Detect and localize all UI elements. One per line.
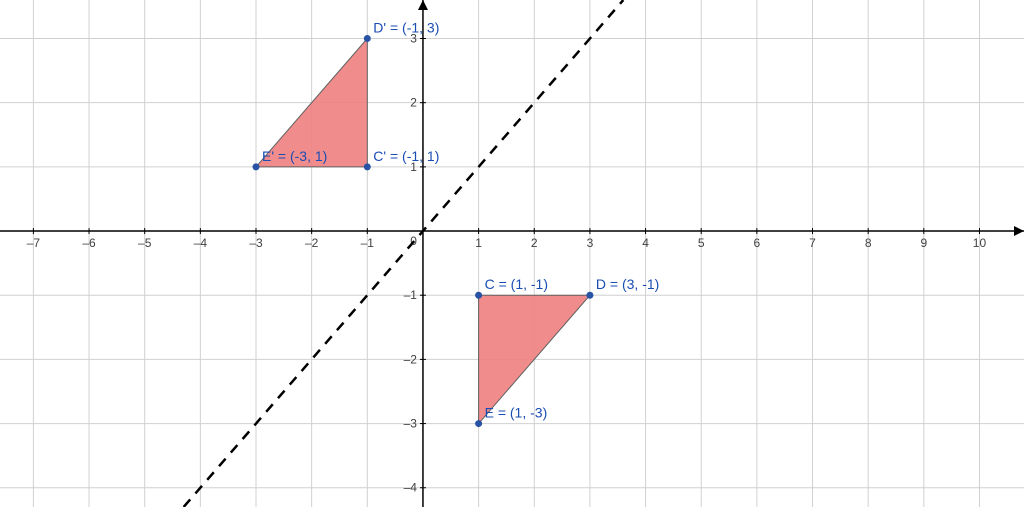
x-tick-label: –2	[305, 236, 319, 250]
x-tick-label: –7	[27, 236, 41, 250]
point-Cp[interactable]	[364, 163, 371, 170]
point-E[interactable]	[475, 420, 482, 427]
x-tick-label: 5	[698, 236, 705, 250]
y-tick-label: –1	[404, 288, 418, 302]
point-label-C: C = (1, -1)	[485, 276, 548, 292]
point-label-E: E = (1, -3)	[485, 405, 548, 421]
x-tick-label: –1	[361, 236, 375, 250]
x-tick-label: 3	[587, 236, 594, 250]
y-tick-label: 2	[410, 96, 417, 110]
x-tick-label: 4	[642, 236, 649, 250]
point-label-Dp: D' = (-1, 3)	[373, 20, 439, 36]
point-label-Ep: E' = (-3, 1)	[262, 148, 327, 164]
x-tick-label: 1	[475, 236, 482, 250]
x-tick-label: 7	[809, 236, 816, 250]
x-tick-label: 2	[531, 236, 538, 250]
x-tick-label: –6	[82, 236, 96, 250]
point-C[interactable]	[475, 292, 482, 299]
y-tick-label: –4	[404, 481, 418, 495]
point-Dp[interactable]	[364, 35, 371, 42]
x-tick-label: –5	[138, 236, 152, 250]
x-tick-label: –4	[194, 236, 208, 250]
point-label-Cp: C' = (-1, 1)	[373, 148, 439, 164]
y-tick-label: –2	[404, 352, 418, 366]
y-tick-label: –3	[404, 417, 418, 431]
plot-background	[0, 0, 1024, 507]
coordinate-plane[interactable]: –7–6–5–4–3–2–112345678910–4–3–2–11230C =…	[0, 0, 1024, 507]
x-tick-label: 6	[754, 236, 761, 250]
x-tick-label: –3	[249, 236, 263, 250]
point-label-D: D = (3, -1)	[596, 276, 659, 292]
x-tick-label: 10	[973, 236, 987, 250]
point-D[interactable]	[586, 292, 593, 299]
point-Ep[interactable]	[253, 163, 260, 170]
x-tick-label: 8	[865, 236, 872, 250]
x-tick-label: 9	[920, 236, 927, 250]
